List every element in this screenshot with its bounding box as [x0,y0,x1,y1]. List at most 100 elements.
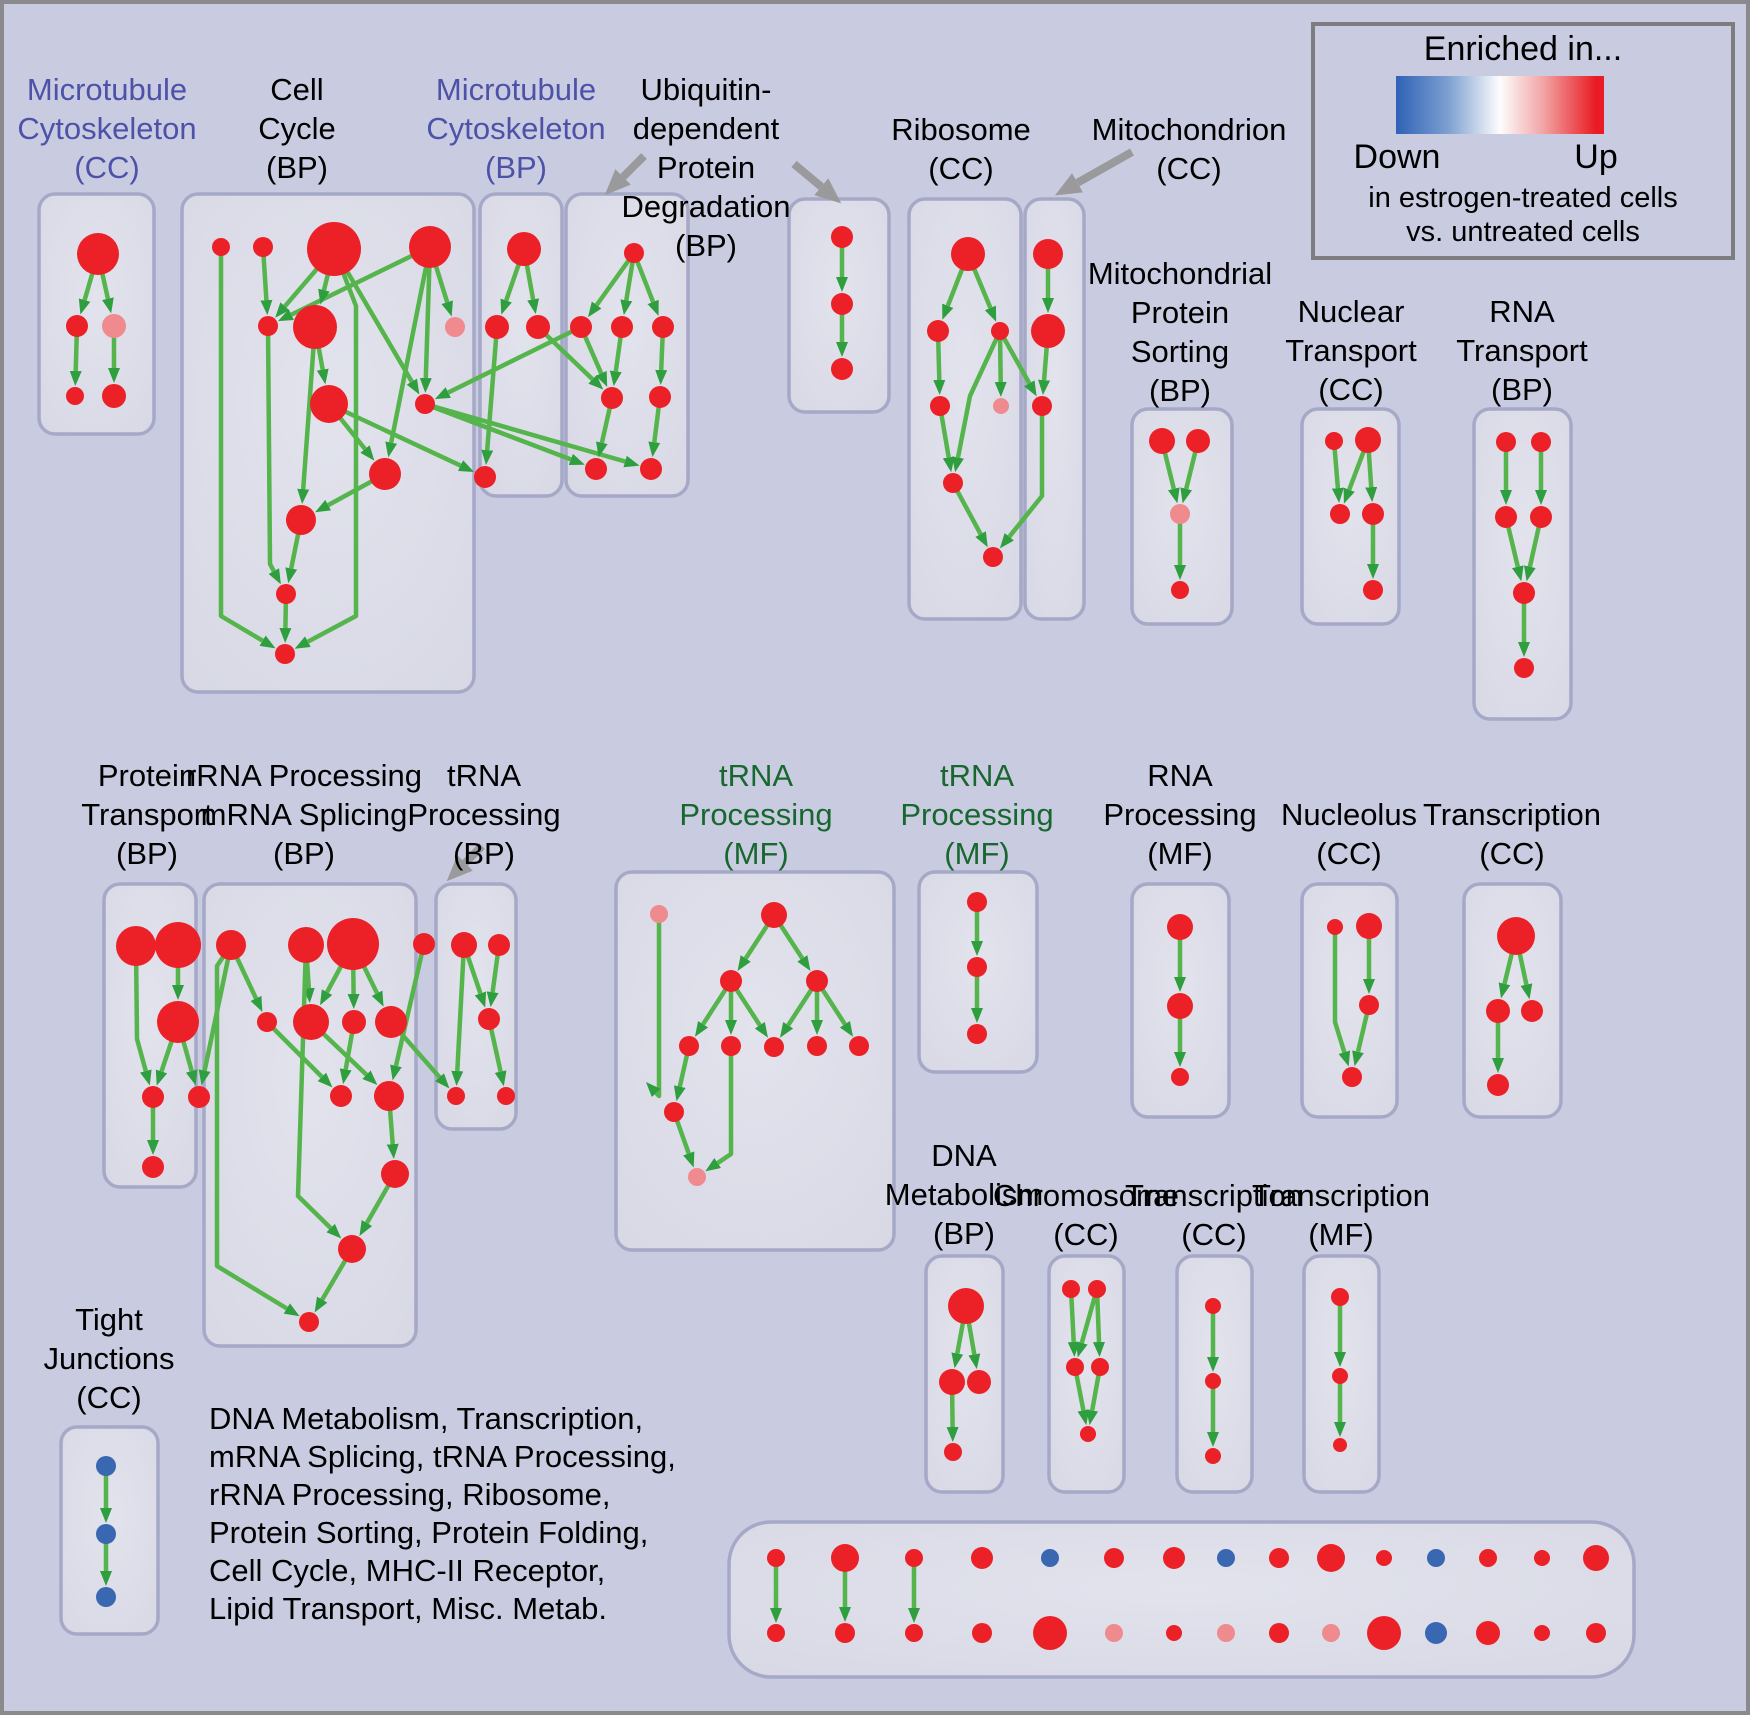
go-term-node-nt4 [1362,503,1384,525]
go-term-node-R3 [327,918,379,970]
go-term-node-p1 [116,926,156,966]
go-term-node-w4b [972,1623,992,1643]
edge-arrow-g1-g10 [645,914,662,1099]
go-term-node-T5 [497,1087,515,1105]
legend-up-label: Up [1574,138,1618,176]
edge-arrow-c1-c13 [218,247,276,649]
go-term-node-c8 [310,385,348,423]
go-term-node-g9 [849,1036,869,1056]
go-term-node-k5 [1080,1426,1096,1442]
go-term-node-w8t [1217,1549,1235,1567]
go-term-node-w14t [1534,1550,1550,1566]
go-term-node-w8b [1217,1624,1235,1642]
go-term-node-u1 [624,243,644,263]
go-term-node-R4 [413,933,435,955]
go-term-node-g4 [806,970,828,992]
edge-arrow-m3-u5 [536,325,604,390]
go-term-node-R12 [338,1235,366,1263]
go-term-node-p3 [157,1001,199,1043]
legend-subtitle-line2: vs. untreated cells [1406,216,1640,248]
go-term-node-c2 [253,237,273,257]
go-term-node-u6 [649,386,671,408]
go-term-node-w9t [1269,1548,1289,1568]
go-term-node-w13b [1476,1621,1500,1645]
go-term-node-w6b [1105,1624,1123,1642]
go-term-node-g8 [807,1036,827,1056]
go-term-node-p2 [155,922,201,968]
go-term-node-w4t [971,1547,993,1569]
go-term-node-a3 [102,314,126,338]
go-term-node-c11 [286,505,316,535]
go-term-node-w2t [831,1544,859,1572]
go-term-node-f1 [1331,1288,1349,1306]
go-term-node-rt1 [1496,432,1516,452]
go-term-node-w2b [835,1623,855,1643]
go-term-node-v2 [831,293,853,315]
legend-color-gradient-bar [1396,76,1604,134]
misc-line: Protein Sorting, Protein Folding, [209,1515,649,1550]
go-term-node-d2 [939,1369,965,1395]
go-term-node-g7 [764,1037,784,1057]
cluster-box-rna-transport [1472,407,1573,721]
go-term-node-R11 [381,1160,409,1188]
edge-arrow-u2-c9 [434,324,582,400]
go-term-node-j1 [96,1456,116,1476]
go-term-node-g5 [679,1036,699,1056]
go-term-node-o3 [1359,995,1379,1015]
go-term-node-w1t [767,1549,785,1567]
edge-arrow-g6-g11 [705,1046,734,1172]
go-term-node-g11 [688,1168,706,1186]
go-term-node-u2 [570,316,592,338]
go-term-node-u8 [640,458,662,480]
cluster-box-nuclear-transport [1300,407,1401,626]
go-term-node-k4 [1091,1358,1109,1376]
go-term-node-o4 [1342,1067,1362,1087]
go-term-node-c6 [293,305,337,349]
edge-arrow-c4-c5 [277,244,431,322]
go-term-node-w7t [1163,1547,1185,1569]
go-term-node-s3 [1170,504,1190,524]
go-term-node-d1 [948,1288,984,1324]
go-term-node-v3 [831,358,853,380]
pointer-mitochondrion-arrow-icon [1054,148,1134,196]
go-term-node-tc4 [1487,1074,1509,1096]
go-term-node-o1 [1327,919,1343,935]
edge-arrow-u1-u2 [587,251,636,318]
cluster-box-mitochondrion-cc [1023,197,1086,621]
go-term-node-w15b [1586,1623,1606,1643]
edge-arrow-c8-m4 [328,401,475,472]
cluster-box-chromosome-cc [1047,1254,1126,1494]
go-term-node-c3 [307,222,361,276]
go-term-node-k3 [1066,1358,1084,1376]
go-term-node-f2 [1332,1368,1348,1384]
go-term-node-g6 [721,1036,741,1056]
go-term-node-k2 [1088,1280,1106,1298]
go-term-node-rt4 [1530,506,1552,528]
go-term-node-T2 [488,934,510,956]
go-term-node-w13t [1479,1549,1497,1567]
go-term-node-x1 [1032,396,1052,416]
go-term-node-g10 [664,1102,684,1122]
go-term-node-w5b [1033,1616,1067,1650]
go-term-node-tc1 [1497,917,1535,955]
pointer-ubiquitin-left-arrow-icon [604,153,647,196]
go-term-node-r6 [943,473,963,493]
go-term-node-tc3 [1521,1000,1543,1022]
go-term-node-x0 [1033,239,1063,269]
legend-subtitle-line1: in estrogen-treated cells [1368,182,1678,214]
go-term-node-R2 [288,927,324,963]
misc-line: Cell Cycle, MHC-II Receptor, [209,1553,606,1588]
misc-line: Lipid Transport, Misc. Metab. [209,1591,607,1626]
go-term-node-w14b [1534,1625,1550,1641]
go-term-node-nt3 [1330,504,1350,524]
go-term-node-m3 [526,315,550,339]
go-term-node-c1 [212,238,230,256]
go-term-node-c9 [415,394,435,414]
cluster-box-microtubule-bp [478,192,564,498]
go-term-node-d4 [944,1443,962,1461]
cluster-box-transcription-cc-mid [1462,882,1563,1119]
go-term-node-h2 [967,957,987,977]
go-term-node-j3 [96,1587,116,1607]
cluster-box-misc-cluster [727,1520,1636,1679]
